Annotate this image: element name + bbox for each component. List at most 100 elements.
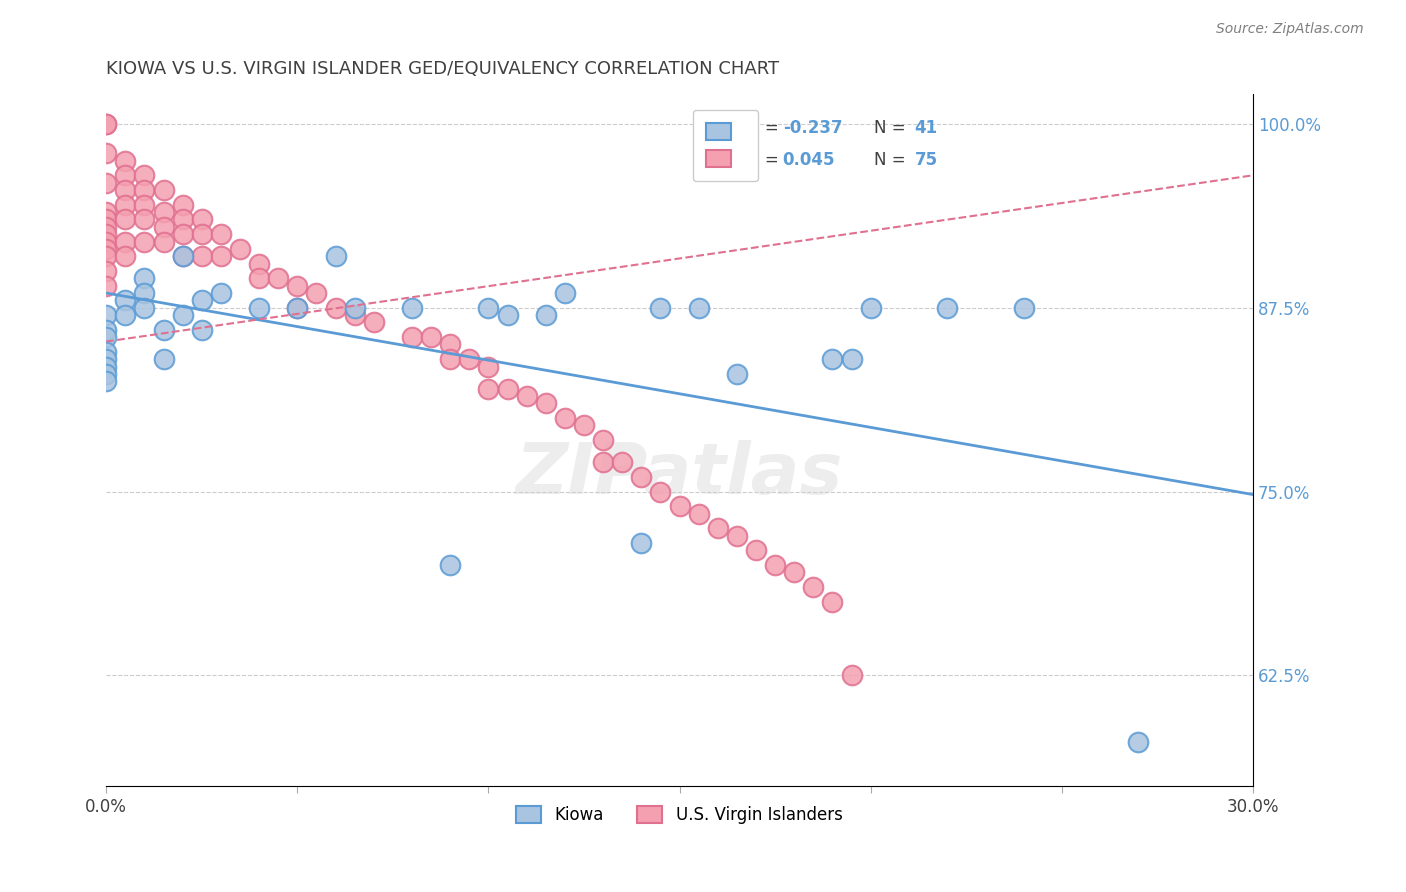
Point [114, 308, 136, 322]
Point [114, 198, 136, 212]
Point [114, 212, 136, 227]
Text: 75: 75 [914, 151, 938, 169]
Point [763, 558, 786, 573]
Point [859, 301, 882, 315]
Point [439, 337, 461, 351]
Text: Source: ZipAtlas.com: Source: ZipAtlas.com [1216, 22, 1364, 37]
Point [96, 344, 118, 359]
Point [172, 308, 194, 322]
Point [325, 301, 347, 315]
Point [534, 308, 557, 322]
Point [96, 117, 118, 131]
Point [477, 301, 499, 315]
Point [841, 668, 863, 682]
Point [152, 219, 174, 234]
Point [96, 176, 118, 190]
Point [96, 249, 118, 263]
Point [612, 455, 634, 469]
Point [191, 227, 214, 242]
Point [229, 242, 252, 256]
Point [496, 308, 519, 322]
Point [134, 169, 156, 183]
Point [96, 146, 118, 161]
Point [96, 278, 118, 293]
Text: N =: N = [875, 119, 911, 136]
Point [936, 301, 959, 315]
Point [821, 595, 844, 609]
Point [572, 418, 595, 433]
Point [267, 271, 290, 285]
Point [96, 235, 118, 249]
Point [554, 411, 576, 425]
Point [96, 242, 118, 256]
Point [783, 566, 806, 580]
Text: 41: 41 [914, 119, 938, 136]
Point [152, 323, 174, 337]
Point [172, 249, 194, 263]
Point [134, 301, 156, 315]
Text: R =: R = [748, 119, 785, 136]
Point [745, 543, 768, 558]
Point [305, 285, 328, 300]
Point [688, 507, 710, 521]
Point [343, 301, 366, 315]
Point [134, 235, 156, 249]
Point [458, 352, 481, 367]
Point [96, 219, 118, 234]
Point [96, 374, 118, 388]
Point [191, 323, 214, 337]
Point [96, 212, 118, 227]
Point [285, 278, 308, 293]
Legend: Kiowa, U.S. Virgin Islanders: Kiowa, U.S. Virgin Islanders [508, 798, 851, 833]
Point [96, 308, 118, 322]
Point [650, 301, 672, 315]
Point [554, 285, 576, 300]
Point [152, 352, 174, 367]
Point [325, 249, 347, 263]
Point [172, 212, 194, 227]
Point [496, 382, 519, 396]
Point [114, 293, 136, 308]
Point [152, 205, 174, 219]
Point [114, 249, 136, 263]
Point [1012, 301, 1035, 315]
Point [152, 183, 174, 197]
Point [285, 301, 308, 315]
Point [96, 367, 118, 381]
Point [96, 227, 118, 242]
Point [96, 205, 118, 219]
Point [247, 301, 270, 315]
Point [688, 301, 710, 315]
Point [801, 580, 824, 594]
Point [439, 352, 461, 367]
Point [96, 117, 118, 131]
Point [152, 235, 174, 249]
Point [209, 249, 232, 263]
Point [114, 169, 136, 183]
Point [516, 389, 538, 403]
Point [172, 227, 194, 242]
Point [725, 529, 748, 543]
Text: 0.045: 0.045 [783, 151, 835, 169]
Point [343, 308, 366, 322]
Point [668, 500, 690, 514]
Text: R =: R = [748, 151, 785, 169]
Point [650, 484, 672, 499]
Point [630, 536, 652, 550]
Point [209, 227, 232, 242]
Point [172, 249, 194, 263]
Point [534, 396, 557, 410]
Point [209, 285, 232, 300]
Point [134, 198, 156, 212]
Point [821, 352, 844, 367]
Point [96, 359, 118, 374]
Point [191, 212, 214, 227]
Point [96, 330, 118, 344]
Text: -0.237: -0.237 [783, 119, 842, 136]
Point [114, 235, 136, 249]
Point [134, 285, 156, 300]
Point [1128, 734, 1150, 748]
Point [114, 183, 136, 197]
Point [134, 212, 156, 227]
Point [420, 330, 443, 344]
